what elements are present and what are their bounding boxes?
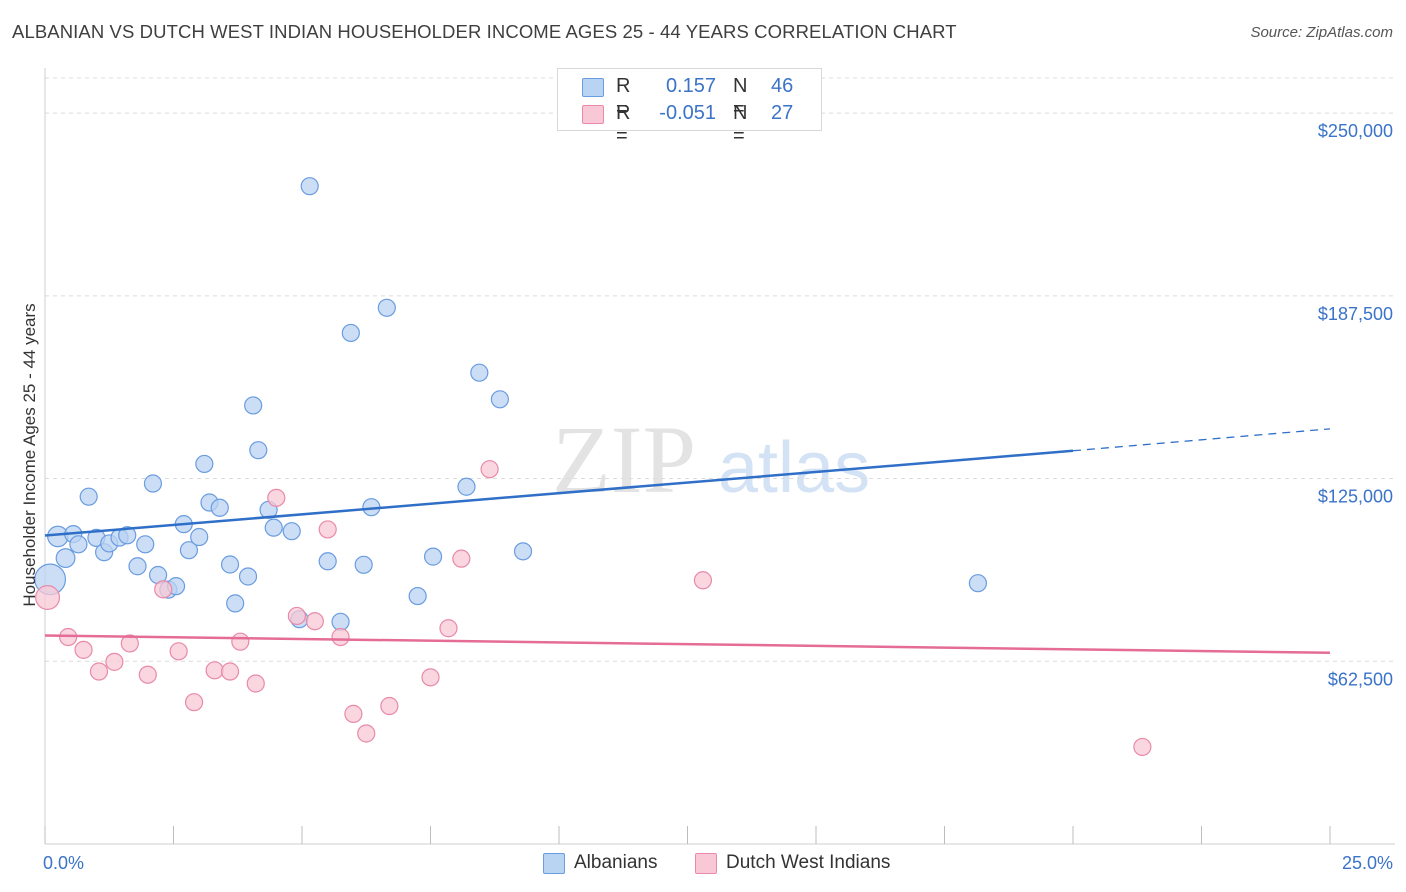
y-tick-label: $250,000 (1318, 121, 1393, 141)
albanian-point (377, 298, 396, 317)
legend-n-label: N = (733, 102, 748, 147)
dutch-west-indian-point (120, 634, 139, 653)
dutch-west-indian-point (421, 668, 440, 687)
x-tick-label-min: 0.0% (43, 853, 84, 873)
y-tick-label: $62,500 (1328, 669, 1393, 689)
albanian-point (136, 535, 155, 554)
albanian-point (179, 541, 199, 560)
albanian-point (968, 574, 988, 593)
albanian-point (143, 474, 163, 493)
dutch-west-indian-point (439, 619, 458, 638)
watermark: ZIP atlas (552, 406, 870, 513)
legend-r-value: 0.157 (665, 75, 716, 97)
albanian-point (490, 390, 509, 409)
albanian-point (249, 441, 268, 460)
albanian-point (318, 552, 337, 571)
albanian-point (226, 594, 245, 613)
series-legend: Albanians Dutch West Indians (0, 852, 1406, 878)
dutch-west-indian-point (480, 460, 499, 479)
albanian-point (210, 498, 229, 517)
dutch-west-indian-point (452, 549, 471, 568)
legend-r-value: -0.051 (659, 102, 716, 124)
legend-swatch-pink (582, 105, 604, 124)
dutch-west-indian-point (231, 632, 250, 651)
albanian-point (190, 527, 209, 547)
dutch-west-indian-point (154, 580, 173, 599)
albanian-point (238, 567, 258, 586)
legend-label-albanians: Albanians (574, 852, 658, 873)
legend-swatch-blue (543, 853, 565, 874)
albanian-point (118, 526, 137, 545)
axis-labels: Householder Income Ages 25 - 44 years 0.… (20, 121, 1393, 873)
albanian-point (282, 522, 301, 541)
albanian-point (408, 586, 427, 606)
y-tick-label: $187,500 (1318, 304, 1393, 324)
albanian-point (55, 548, 76, 569)
legend-swatch-blue (582, 78, 604, 97)
albanian-point (341, 323, 360, 343)
dutch-west-indian-point (105, 652, 124, 671)
legend-label-dutch-west-indians: Dutch West Indians (726, 852, 891, 873)
y-axis-label: Householder Income Ages 25 - 44 years (20, 303, 39, 606)
dutch-west-indian-point (74, 640, 93, 659)
stats-legend: R = 0.157 N = 46 R = -0.051 N = 27 (557, 68, 822, 147)
albanian-point (220, 555, 240, 574)
legend-n-value: 46 (771, 75, 794, 97)
dutch-west-indian-point (693, 571, 713, 590)
legend-r-label: R = (616, 102, 631, 147)
dutch-west-indian-point (380, 696, 399, 716)
dutch-west-indian-point (35, 585, 61, 611)
albanian-point (423, 547, 443, 566)
x-tick-label-max: 25.0% (1342, 853, 1393, 873)
dutch-west-indian-point (169, 642, 188, 661)
dutch-west-indian-point (267, 488, 286, 507)
watermark-atlas: atlas (718, 428, 870, 508)
dutch-west-indian-point (138, 665, 157, 684)
trend-lines (44, 428, 1331, 655)
legend-n-value: 27 (771, 102, 794, 124)
albanian-point (195, 454, 214, 474)
points-layer (34, 177, 1152, 757)
albanian-point (513, 542, 533, 561)
albanian-point (69, 535, 88, 554)
dutch-west-indian-point (357, 724, 376, 743)
y-tick-label: $125,000 (1318, 487, 1393, 507)
chart-title: ALBANIAN VS DUTCH WEST INDIAN HOUSEHOLDE… (12, 21, 957, 42)
dutch-west-indian-point (1133, 737, 1152, 757)
albanian-point (264, 518, 283, 537)
dutch-west-indian-point (305, 612, 324, 631)
dutch-west-indian-point (246, 674, 265, 693)
albanian-point (470, 363, 489, 382)
source-label: Source: ZipAtlas.com (1250, 24, 1393, 41)
dutch-west-indian-point (344, 704, 363, 723)
dutch-west-indian-point (220, 662, 240, 681)
watermark-zip: ZIP (552, 406, 696, 513)
dutch-west-indian-point (318, 520, 337, 539)
dutch-west-indian-point (184, 693, 204, 712)
albanian-point (354, 555, 373, 574)
albanian-point (128, 557, 147, 576)
albanian-point (244, 396, 263, 415)
albanian-point (331, 612, 350, 631)
dutch-west-indian-trend-line (44, 634, 1331, 655)
dutch-west-indian-point (205, 661, 224, 680)
albanian-point (457, 477, 476, 496)
legend-n-label: N = (733, 75, 748, 120)
axes (44, 68, 1395, 845)
albanian-point (79, 487, 98, 506)
dutch-west-indian-point (287, 606, 306, 626)
dutch-west-indian-point (89, 662, 109, 681)
albanian-point (300, 177, 319, 196)
legend-swatch-pink (695, 853, 717, 874)
albanian-trend-line (44, 449, 1074, 537)
legend-r-label: R = (616, 75, 631, 120)
dutch-west-indian-point (331, 627, 350, 647)
albanian-trend-extension (1072, 428, 1331, 452)
